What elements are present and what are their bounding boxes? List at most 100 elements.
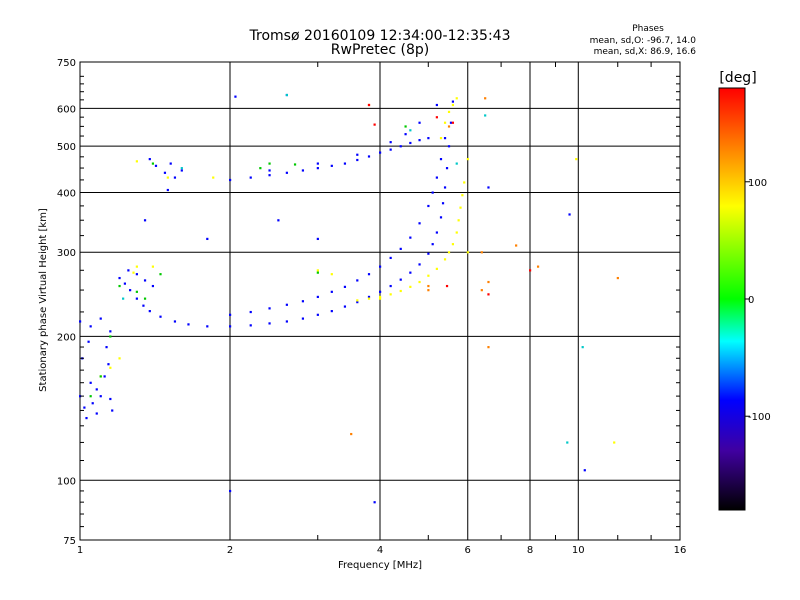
data-point: [143, 297, 147, 300]
data-point: [330, 164, 333, 167]
data-point: [399, 289, 402, 293]
data-point: [234, 95, 237, 98]
data-point: [431, 243, 434, 246]
data-point: [87, 340, 90, 343]
data-point: [529, 269, 532, 272]
data-point: [95, 412, 98, 415]
data-point: [169, 162, 172, 165]
x-tick-label: 6: [465, 545, 471, 556]
data-point: [447, 110, 451, 114]
data-point: [268, 307, 271, 310]
data-point: [439, 216, 443, 219]
data-point: [409, 141, 412, 145]
data-point: [480, 289, 483, 292]
data-point: [449, 121, 453, 124]
data-point: [135, 160, 138, 163]
data-point: [316, 162, 319, 165]
data-point: [480, 251, 483, 254]
data-point: [575, 158, 578, 161]
data-point: [173, 176, 177, 179]
data-point: [583, 469, 586, 472]
data-point: [109, 335, 112, 338]
data-point: [379, 290, 382, 293]
data-point: [461, 194, 464, 197]
data-point: [389, 293, 392, 296]
data-point: [455, 231, 458, 234]
data-point: [135, 290, 138, 293]
data-point: [285, 171, 288, 174]
data-point: [356, 301, 359, 304]
data-point: [142, 304, 145, 307]
data-point: [443, 121, 447, 124]
data-point: [367, 103, 371, 107]
data-point: [379, 265, 382, 268]
data-point: [301, 169, 305, 172]
data-point: [484, 114, 487, 117]
data-point: [451, 103, 455, 107]
data-point: [418, 280, 421, 284]
data-point: [466, 158, 469, 161]
data-point: [229, 178, 232, 182]
data-point: [367, 297, 371, 300]
data-point: [367, 155, 371, 158]
data-point: [409, 285, 412, 288]
data-point: [379, 151, 382, 154]
data-point: [206, 325, 209, 328]
data-point: [122, 297, 125, 300]
data-point: [536, 265, 540, 268]
data-point: [99, 395, 102, 398]
data-point: [166, 176, 169, 179]
data-point: [143, 219, 147, 222]
data-point: [89, 325, 92, 328]
data-point: [435, 267, 438, 270]
data-point: [427, 204, 430, 208]
data-point: [515, 244, 518, 247]
colorbar-tick-label: -100: [748, 412, 771, 423]
data-point: [151, 284, 155, 288]
data-point: [441, 202, 445, 205]
data-point: [83, 406, 86, 409]
data-point: [268, 169, 271, 172]
data-points: [79, 93, 619, 504]
data-point: [268, 174, 271, 177]
data-point: [285, 320, 288, 323]
x-axis: 1 2 4 6 8 10 16: [77, 62, 686, 556]
data-point: [103, 375, 106, 378]
x-tick-label: 4: [377, 545, 383, 556]
data-point: [99, 317, 102, 320]
x-tick-label: 2: [227, 545, 233, 556]
data-point: [316, 313, 319, 316]
data-point: [350, 432, 353, 436]
data-point: [330, 273, 333, 276]
data-point: [356, 279, 359, 282]
data-point: [389, 256, 392, 260]
data-point: [301, 317, 305, 320]
y-axis: 75 100 200 300 400 500 600 750: [57, 58, 680, 547]
data-point: [418, 222, 421, 225]
data-point: [206, 237, 209, 241]
data-point: [613, 441, 616, 444]
y-tick-label: 200: [57, 332, 76, 343]
data-point: [316, 167, 319, 170]
stats-line-o: mean, sd,O: -96.7, 14.0: [590, 36, 697, 46]
data-point: [399, 278, 402, 281]
data-point: [451, 243, 455, 246]
data-point: [399, 247, 402, 250]
data-point: [268, 322, 271, 325]
data-point: [154, 164, 158, 167]
data-point: [151, 265, 155, 268]
data-point: [111, 409, 114, 412]
y-tick-label: 500: [57, 142, 76, 153]
data-point: [487, 280, 490, 284]
y-axis-label: Stationary phase Virtual Height [km]: [38, 208, 49, 392]
colorbar-ticks: 100 0 -100: [745, 178, 771, 423]
data-point: [143, 279, 147, 282]
data-point: [447, 251, 451, 254]
data-point: [399, 145, 402, 148]
colorbar: [718, 87, 746, 511]
data-point: [367, 295, 371, 299]
data-point: [109, 366, 112, 369]
y-tick-label: 100: [57, 476, 76, 487]
data-point: [616, 276, 619, 280]
data-point: [457, 219, 460, 222]
